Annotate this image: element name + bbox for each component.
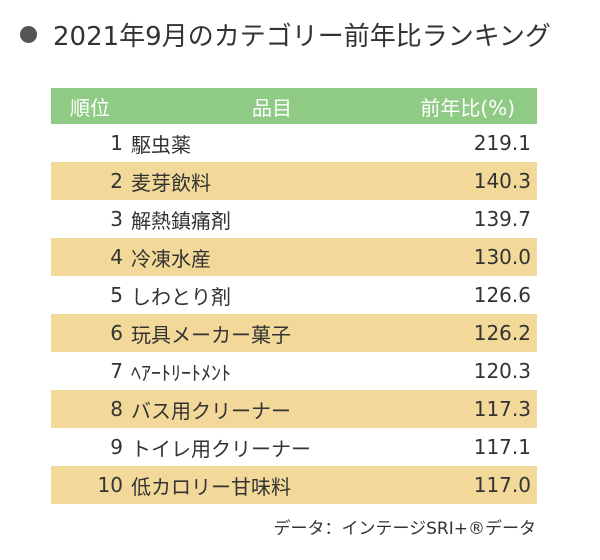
table-row: 10 低カロリー甘味料 117.0: [51, 466, 537, 504]
rank-cell: 4: [51, 238, 129, 276]
title-row: 2021年9月のカテゴリー前年比ランキング: [20, 14, 551, 54]
rank-cell: 2: [51, 162, 129, 200]
source-note: データ：インテージSRI+®データ: [273, 519, 536, 539]
table-row: 2 麦芽飲料 140.3: [51, 162, 537, 200]
table-row: 3 解熱鎮痛剤 139.7: [51, 200, 537, 238]
bullet-icon: [20, 25, 37, 43]
ratio-cell: 139.7: [473, 207, 531, 231]
rank-cell: 8: [51, 390, 129, 428]
page-title: 2021年9月のカテゴリー前年比ランキング: [53, 21, 551, 52]
rank-cell: 3: [110, 207, 123, 231]
ratio-cell: 126.6: [473, 283, 531, 307]
rank-cell: 1: [110, 131, 123, 155]
rank-cell: 7: [110, 359, 123, 383]
item-cell: しわとり剤: [131, 284, 231, 309]
table-row: 6 玩具メーカー菓子 126.2: [51, 314, 537, 352]
ratio-cell: 117.0: [375, 466, 537, 504]
table-row: 8 バス用クリーナー 117.3: [51, 390, 537, 428]
ratio-cell: 140.3: [375, 162, 537, 200]
ratio-cell: 117.3: [375, 390, 537, 428]
rank-cell: 6: [51, 314, 129, 352]
rank-cell: 5: [110, 283, 123, 307]
rank-cell: 10: [51, 466, 129, 504]
item-cell: ﾍｱｰﾄﾘｰﾄﾒﾝﾄ: [131, 360, 231, 385]
table-row: 9 トイレ用クリーナー 117.1: [51, 428, 537, 466]
item-cell: 低カロリー甘味料: [129, 466, 375, 504]
table-row: 4 冷凍水産 130.0: [51, 238, 537, 276]
table-row: 1 駆虫薬 219.1: [51, 124, 537, 162]
table-row: 5 しわとり剤 126.6: [51, 276, 537, 314]
ratio-cell: 126.2: [375, 314, 537, 352]
table-header-row: 順位 品目 前年比(%): [51, 88, 537, 124]
item-cell: 玩具メーカー菓子: [129, 314, 375, 352]
ranking-table: 順位 品目 前年比(%) 1 駆虫薬 219.1 2 麦芽飲料 140.3 3 …: [51, 88, 537, 504]
header-ratio: 前年比(%): [375, 88, 537, 124]
header-item: 品目: [129, 88, 375, 124]
header-rank: 順位: [51, 88, 129, 124]
ratio-cell: 120.3: [473, 359, 531, 383]
ratio-cell: 130.0: [375, 238, 537, 276]
item-cell: バス用クリーナー: [129, 390, 375, 428]
ratio-cell: 219.1: [473, 131, 531, 155]
item-cell: 麦芽飲料: [129, 162, 375, 200]
item-cell: トイレ用クリーナー: [131, 436, 311, 461]
ratio-cell: 117.1: [473, 435, 531, 459]
rank-cell: 9: [110, 435, 123, 459]
item-cell: 解熱鎮痛剤: [131, 208, 231, 233]
item-cell: 冷凍水産: [129, 238, 375, 276]
item-cell: 駆虫薬: [131, 132, 191, 157]
table-row: 7 ﾍｱｰﾄﾘｰﾄﾒﾝﾄ 120.3: [51, 352, 537, 390]
